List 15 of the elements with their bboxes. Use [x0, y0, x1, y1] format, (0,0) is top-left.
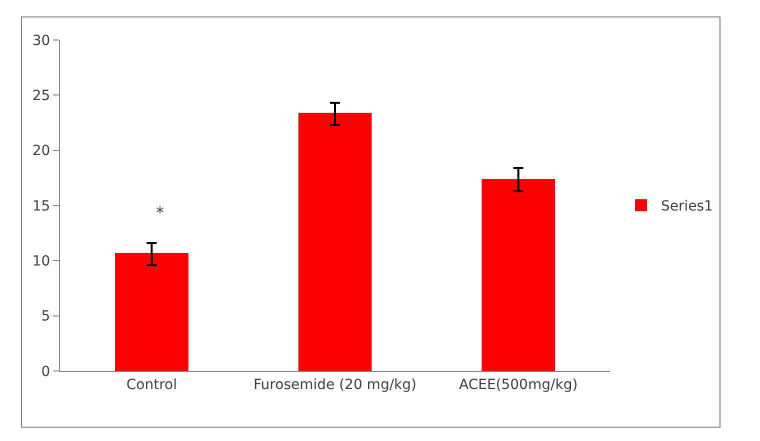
y-tick-label: 25	[32, 88, 50, 104]
x-tick-label: Furosemide (20 mg/kg)	[254, 376, 416, 393]
x-tick-label: ACEE(500mg/kg)	[458, 376, 578, 393]
x-tick-label: Control	[126, 376, 177, 393]
y-tick-label: 5	[41, 308, 50, 325]
y-tick-label: 10	[32, 254, 50, 270]
legend-label: Series1	[661, 198, 713, 215]
y-tick-label: 0	[41, 364, 50, 380]
bar	[482, 179, 555, 371]
annotation: *	[156, 203, 164, 222]
y-tick-label: 30	[32, 32, 50, 49]
y-tick-label: 15	[32, 198, 50, 214]
bar	[115, 252, 188, 371]
bar	[298, 112, 372, 371]
y-tick-label: 20	[32, 143, 50, 160]
